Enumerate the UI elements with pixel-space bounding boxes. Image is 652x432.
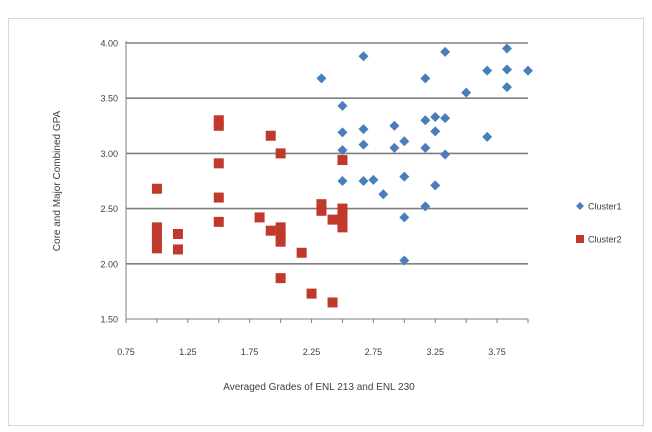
diamond-point	[358, 124, 369, 135]
diamond-point	[420, 73, 431, 84]
diamond-point	[440, 113, 451, 124]
diamond-point	[420, 142, 431, 153]
diamond-point	[337, 176, 348, 186]
square-point	[172, 244, 183, 255]
y-tick-label: 2.50	[100, 204, 118, 214]
square-point	[254, 212, 265, 223]
y-tick-label: 2.00	[100, 259, 118, 269]
square-point	[337, 210, 348, 221]
data-points	[151, 43, 533, 308]
y-tick-label: 3.00	[100, 149, 118, 159]
square-point	[337, 216, 348, 227]
square-point	[213, 120, 224, 131]
x-axis-label: Averaged Grades of ENL 213 and ENL 230	[223, 382, 415, 393]
legend-marker	[576, 202, 584, 210]
square-point	[337, 222, 348, 233]
square-point	[275, 231, 286, 242]
diamond-point	[420, 115, 431, 126]
series-cluster2	[151, 115, 348, 308]
square-point	[213, 216, 224, 227]
square-point	[151, 228, 162, 239]
axes	[125, 41, 529, 323]
square-point	[337, 203, 348, 214]
x-tick-label: 3.25	[426, 347, 444, 357]
diamond-point	[420, 201, 431, 212]
diamond-point	[316, 73, 327, 84]
legend-marker	[576, 235, 584, 243]
square-point	[296, 247, 307, 258]
diamond-point	[482, 65, 493, 76]
diamond-point	[440, 46, 451, 57]
y-axis-label: Core and Major Combined GPA	[52, 110, 63, 251]
diamond-point	[378, 189, 389, 200]
square-point	[151, 222, 162, 233]
x-tick-label: 3.75	[488, 347, 506, 357]
square-point	[151, 243, 162, 254]
diamond-point	[523, 65, 533, 76]
y-tick-label: 4.00	[100, 39, 118, 49]
diamond-point	[430, 180, 441, 191]
diamond-point	[337, 127, 348, 138]
x-tick-label: 1.75	[241, 347, 259, 357]
square-point	[213, 192, 224, 203]
diamond-point	[501, 43, 512, 54]
square-point	[265, 225, 276, 236]
legend: Cluster1 Cluster2	[576, 202, 622, 245]
square-point	[337, 155, 348, 166]
square-point	[213, 158, 224, 169]
diamond-point	[399, 136, 410, 147]
square-point	[316, 199, 327, 210]
gridlines	[126, 42, 528, 265]
diamond-point	[368, 174, 379, 185]
diamond-point	[399, 171, 410, 182]
diamond-point	[337, 100, 348, 111]
diamond-point	[430, 126, 441, 137]
legend-item-cluster2: Cluster2	[576, 235, 622, 245]
diamond-point	[337, 145, 348, 156]
legend-label: Cluster2	[588, 235, 622, 245]
square-point	[151, 236, 162, 247]
diamond-point	[358, 51, 369, 62]
y-tick-label: 1.50	[100, 315, 118, 325]
square-point	[327, 214, 338, 225]
x-tick-label: 1.25	[179, 347, 197, 357]
square-point	[275, 236, 286, 247]
diamond-point	[358, 139, 369, 150]
square-point	[151, 183, 162, 194]
square-point	[316, 205, 327, 216]
diamond-point	[501, 82, 512, 93]
diamond-point	[399, 255, 410, 266]
square-point	[213, 115, 224, 126]
y-tick-label: 3.50	[100, 94, 118, 104]
diamond-point	[501, 64, 512, 75]
square-point	[265, 130, 276, 141]
legend-item-cluster1: Cluster1	[576, 202, 622, 212]
square-point	[327, 297, 338, 308]
y-tick-labels: 1.50 2.00 2.50 3.00 3.50 4.00	[100, 39, 118, 325]
x-tick-label: 2.75	[365, 347, 383, 357]
diamond-point	[430, 111, 441, 122]
legend-label: Cluster1	[588, 202, 622, 212]
square-point	[275, 273, 286, 284]
chart-frame	[8, 18, 644, 426]
x-tick-label: 2.25	[303, 347, 321, 357]
square-point	[172, 228, 183, 239]
square-point	[275, 148, 286, 159]
diamond-point	[358, 176, 369, 186]
diamond-point	[440, 149, 451, 160]
diamond-point	[482, 131, 493, 142]
x-tick-label: 0.75	[117, 347, 135, 357]
series-cluster1	[316, 43, 533, 266]
diamond-point	[389, 142, 400, 153]
x-tick-labels: 0.75 1.25 1.75 2.25 2.75 3.25 3.75	[117, 347, 506, 357]
square-point	[306, 288, 317, 299]
diamond-point	[399, 212, 410, 223]
diamond-point	[389, 120, 400, 131]
square-point	[275, 222, 286, 233]
diamond-point	[461, 87, 472, 98]
